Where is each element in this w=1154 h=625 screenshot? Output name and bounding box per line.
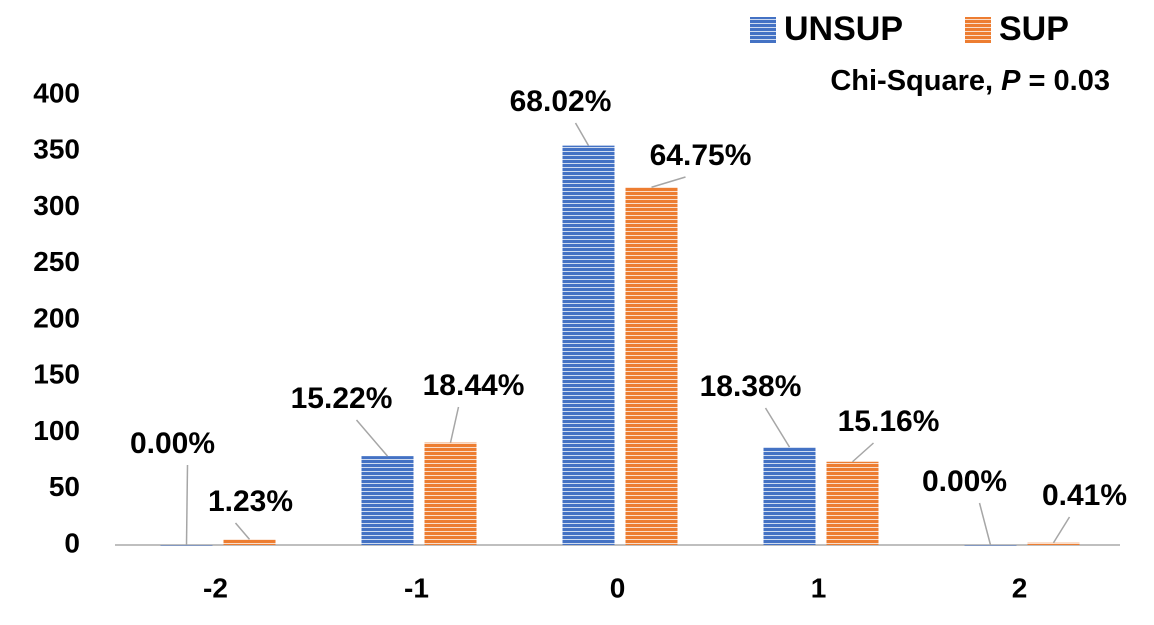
x-tick-label: -1 xyxy=(404,572,429,603)
bar xyxy=(625,187,678,545)
leader-line xyxy=(185,464,189,546)
bar xyxy=(964,545,1017,546)
y-tick-label: 350 xyxy=(33,134,80,165)
bar xyxy=(763,447,816,545)
y-tick-label: 100 xyxy=(33,415,80,446)
x-tick-label: -2 xyxy=(203,572,228,603)
leader-line xyxy=(651,176,686,188)
x-tick-label: 1 xyxy=(811,572,827,603)
bar xyxy=(826,461,879,545)
leader-line xyxy=(234,522,251,540)
y-tick-label: 150 xyxy=(33,359,80,390)
bar xyxy=(562,145,615,545)
leader-line xyxy=(574,122,590,146)
leader-line xyxy=(449,406,460,443)
bar xyxy=(424,442,477,545)
y-tick-label: 400 xyxy=(33,77,80,108)
annotation-text: Chi-Square, xyxy=(830,65,1001,97)
legend-label: SUP xyxy=(999,10,1069,48)
data-label: 18.38% xyxy=(700,370,802,403)
data-label: 1.23% xyxy=(208,485,293,518)
y-tick-label: 0 xyxy=(64,527,80,558)
legend-swatch xyxy=(965,17,991,43)
bar xyxy=(1027,542,1080,545)
data-label: 68.02% xyxy=(510,85,612,118)
data-label: 15.22% xyxy=(291,382,393,415)
data-label: 0.00% xyxy=(922,465,1007,498)
y-tick-label: 50 xyxy=(49,471,80,502)
bar xyxy=(223,539,276,545)
legend-label: UNSUP xyxy=(784,10,903,48)
data-label: 0.00% xyxy=(130,427,215,460)
leader-line xyxy=(978,502,992,546)
y-tick-label: 200 xyxy=(33,302,80,333)
leader-line xyxy=(1052,516,1071,544)
annotation-text: = 0.03 xyxy=(1021,65,1111,97)
data-label: 64.75% xyxy=(650,139,752,172)
y-tick-label: 250 xyxy=(33,246,80,277)
leader-line xyxy=(852,442,874,463)
x-tick-label: 0 xyxy=(610,572,626,603)
data-label: 0.41% xyxy=(1042,479,1127,512)
data-label: 18.44% xyxy=(423,369,525,402)
leader-line xyxy=(764,407,791,448)
x-tick-label: 2 xyxy=(1012,572,1028,603)
annotation-text: P xyxy=(1001,65,1021,97)
bar xyxy=(160,545,213,546)
y-tick-label: 300 xyxy=(33,190,80,221)
annotation: Chi-Square, P = 0.03 xyxy=(830,65,1110,97)
data-label: 15.16% xyxy=(838,405,940,438)
legend-swatch xyxy=(750,17,776,43)
leader-line xyxy=(355,419,389,457)
bar xyxy=(361,456,414,545)
